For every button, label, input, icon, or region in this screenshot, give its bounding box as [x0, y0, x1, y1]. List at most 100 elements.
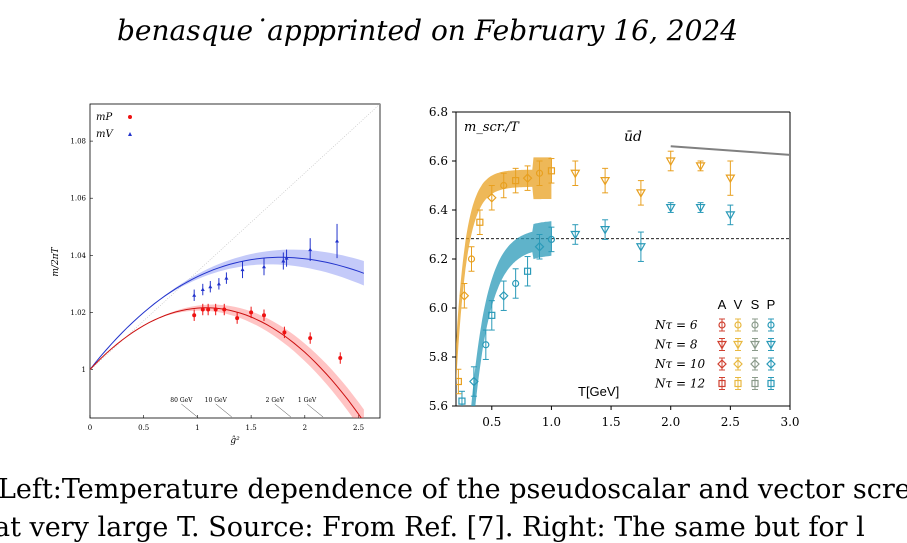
mV-data-point	[262, 264, 266, 269]
V-data-point	[459, 290, 470, 301]
temperature-mark-line	[306, 403, 324, 418]
mP-data-point	[308, 336, 313, 341]
V-data-point	[522, 173, 533, 183]
legend-column-header: V	[734, 297, 743, 312]
right-chart-points	[456, 150, 736, 406]
mV-data-point	[284, 256, 289, 260]
pseudoscalar-band	[471, 221, 552, 406]
left-legend: mP mV	[96, 112, 132, 140]
V-data-point	[456, 377, 462, 386]
mP-data-point	[282, 330, 287, 335]
temperature-mark-line	[274, 403, 292, 418]
legend-mp-marker	[128, 115, 132, 119]
temperature-mark-line	[215, 403, 232, 418]
right-y-tick-label: 6.0	[429, 301, 448, 315]
legend-mv-marker	[128, 132, 132, 136]
legend-mv-label: mV	[96, 129, 114, 140]
legend-marker	[766, 359, 776, 369]
right-x-tick-label: 1.5	[602, 415, 621, 429]
right-x-tick-label: 2.5	[721, 415, 740, 429]
legend-marker	[767, 321, 775, 329]
V-data-point	[547, 167, 556, 175]
right-y-tick-label: 5.6	[429, 399, 448, 413]
mV-data-point	[200, 287, 205, 292]
right-chart-annotation: ūd	[624, 129, 642, 145]
mP-data-point	[213, 307, 218, 312]
P-data-point	[512, 279, 520, 288]
P-data-point	[458, 397, 466, 405]
right-x-tick-label: 2.0	[661, 415, 680, 429]
left-x-tick-label: 1	[195, 424, 199, 432]
mV-data-point	[240, 267, 245, 272]
P-data-point	[488, 311, 496, 319]
legend-marker	[718, 379, 726, 388]
mV-data-point	[216, 281, 221, 286]
legend-marker	[733, 359, 743, 369]
vector-band	[456, 157, 552, 386]
left-x-tick-label: 2.5	[353, 424, 364, 432]
pseudoscalar-band	[90, 304, 364, 418]
right-y-tick-label: 6.8	[429, 105, 448, 119]
mV-data-point	[192, 293, 197, 297]
legend-marker	[717, 359, 727, 369]
legend-marker	[751, 379, 759, 388]
legend-marker	[732, 340, 744, 350]
temperature-mark-label: 80 GeV	[170, 397, 193, 404]
legend-row-label: Nτ = 10	[654, 357, 705, 371]
left-chart-frame	[89, 103, 381, 419]
P-data-point	[600, 226, 611, 235]
mP-data-point	[249, 310, 254, 315]
P-data-point	[570, 230, 581, 240]
V-data-point	[500, 181, 508, 190]
legend-marker	[767, 379, 775, 388]
free-theory-line	[90, 104, 380, 371]
mV-data-point	[335, 239, 340, 243]
printed-date: printed on February 16, 2024	[318, 14, 739, 47]
V-data-point	[486, 192, 497, 203]
pseudoscalar-fit-curve	[90, 307, 362, 418]
left-y-tick-label: 1.06	[70, 195, 86, 203]
mP-data-point	[262, 313, 266, 318]
left-y-tick-label: 1	[82, 366, 86, 374]
legend-column-header: S	[751, 297, 760, 312]
P-data-point	[498, 290, 509, 301]
vector-band	[90, 249, 364, 370]
V-data-point	[570, 169, 581, 179]
V-data-point	[600, 177, 611, 186]
left-x-tick-label: 1.5	[246, 424, 257, 432]
V-data-point	[725, 174, 736, 184]
legend-marker	[749, 340, 761, 350]
caption-line-1: Left:Temperature dependence of the pseud…	[0, 474, 907, 505]
right-x-tick-label: 1.0	[542, 415, 561, 429]
P-data-point	[725, 211, 736, 221]
P-data-point	[665, 203, 676, 213]
V-data-point	[635, 189, 646, 199]
legend-marker	[751, 321, 759, 329]
right-x-tick-label: 0.5	[482, 415, 501, 429]
right-legend: A V S P Nτ = 6 Nτ = 8 Nτ = 10 Nτ = 12	[654, 297, 777, 391]
left-y-label: m/2πT	[51, 246, 61, 276]
legend-row-label: Nτ = 6	[654, 318, 698, 332]
P-data-point	[523, 267, 532, 275]
right-x-tick-label: 3.0	[780, 415, 799, 429]
vector-fit-curve	[90, 256, 365, 370]
mP-data-point	[206, 307, 211, 312]
temperature-marks: 80 GeV 10 GeV 2 GeV 1 GeV	[170, 397, 324, 418]
V-data-point	[665, 157, 676, 167]
right-x-label: T[GeV]	[578, 384, 619, 399]
left-x-tick-label: 2	[303, 424, 307, 432]
legend-marker	[734, 379, 742, 388]
right-y-tick-label: 6.4	[429, 203, 448, 217]
right-chart-title: m_scr./T	[464, 120, 520, 135]
legend-marker	[718, 321, 726, 329]
left-x-tick-label: 0.5	[138, 424, 149, 432]
app-name: benasque˙app	[117, 14, 320, 47]
left-chart: 0 0.5 1 1.5 2 2.5 1 1.02 1.04 1.06 1.08 80 GeV 10 G…	[51, 103, 381, 446]
mV-data-point	[308, 247, 313, 252]
left-chart-ticks: 0 0.5 1 1.5 2 2.5 1 1.02 1.04 1.06 1.08	[70, 138, 364, 432]
mV-data-point	[224, 276, 229, 280]
mV-data-point	[208, 284, 213, 289]
left-y-tick-label: 1.04	[70, 252, 86, 260]
P-data-point	[469, 376, 479, 387]
